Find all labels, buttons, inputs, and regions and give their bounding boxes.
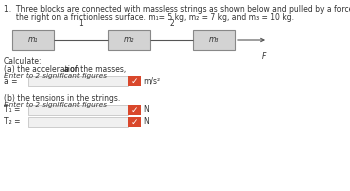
Text: ✓: ✓ [131, 77, 138, 86]
Text: (b) the tensions in the strings.: (b) the tensions in the strings. [4, 94, 120, 103]
Text: Calculate:: Calculate: [4, 57, 42, 66]
Text: 1.  Three blocks are connected with massless strings as shown below and pulled b: 1. Three blocks are connected with massl… [4, 5, 350, 14]
Text: 1: 1 [79, 19, 83, 28]
Text: m₂: m₂ [124, 36, 134, 45]
Bar [128, 117, 141, 127]
Text: a: a [64, 65, 69, 74]
Text: T₂ =: T₂ = [4, 117, 21, 126]
Text: m₁: m₁ [28, 36, 38, 45]
Bar [193, 30, 235, 50]
Text: m/s²: m/s² [143, 77, 160, 86]
Text: N: N [143, 105, 149, 114]
Bar [12, 30, 54, 50]
Text: of the masses,: of the masses, [69, 65, 127, 74]
Text: T₁ =: T₁ = [4, 105, 20, 114]
Text: a =: a = [4, 77, 18, 86]
Text: the right on a frictionless surface. m₁= 5 kg, m₂ = 7 kg, and m₃ = 10 kg.: the right on a frictionless surface. m₁=… [4, 13, 294, 22]
Text: Enter to 2 significant figures: Enter to 2 significant figures [4, 73, 107, 79]
Bar [28, 117, 128, 127]
Bar [128, 76, 141, 86]
Text: Enter to 2 significant figures: Enter to 2 significant figures [4, 102, 107, 108]
Text: ✓: ✓ [131, 105, 138, 114]
Bar [28, 105, 128, 115]
Text: (a) the acceleration: (a) the acceleration [4, 65, 82, 74]
Bar [128, 105, 141, 115]
Text: 2: 2 [169, 19, 174, 28]
Text: N: N [143, 117, 149, 126]
Text: F: F [262, 52, 266, 61]
Bar [28, 76, 128, 86]
Text: ✓: ✓ [131, 117, 138, 126]
Text: m₃: m₃ [209, 36, 219, 45]
Bar [108, 30, 150, 50]
